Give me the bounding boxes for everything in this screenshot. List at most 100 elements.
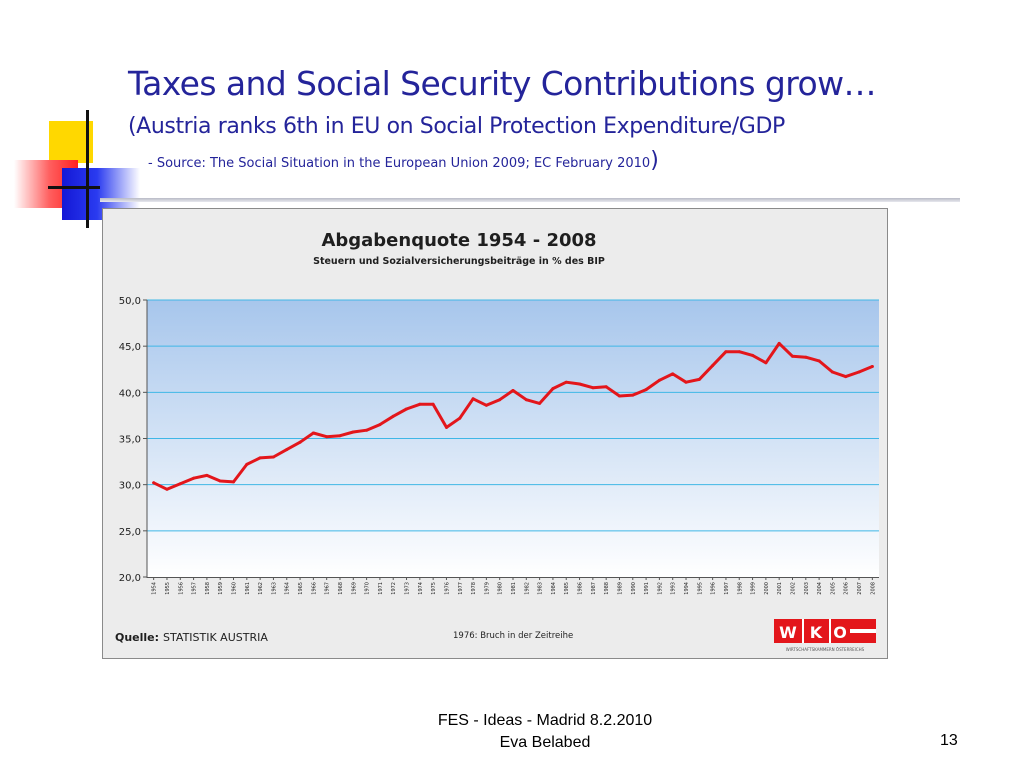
x-tick-label: 1966 [311, 582, 317, 595]
data-point [817, 359, 821, 363]
x-tick-label: 1994 [684, 582, 690, 595]
data-point [644, 388, 648, 392]
logo-letter: K [810, 623, 823, 642]
y-tick-label: 50,0 [119, 296, 141, 307]
decor-horizontal-line [48, 186, 100, 189]
source-label: Quelle: [115, 631, 159, 644]
x-tick-label: 2005 [830, 582, 836, 595]
data-points [152, 341, 874, 491]
data-point [391, 414, 395, 418]
x-tick-label: 2001 [777, 582, 783, 595]
data-point [684, 380, 688, 384]
decor-yellow-square [49, 121, 93, 163]
data-point [804, 355, 808, 359]
slide-subtitle: (Austria ranks 6th in EU on Social Prote… [128, 114, 785, 139]
logo-letter: O [833, 623, 847, 642]
chart-title: Abgabenquote 1954 - 2008 [321, 230, 596, 251]
data-point [511, 389, 515, 392]
x-tick-label: 1981 [511, 582, 517, 595]
data-point [551, 387, 555, 391]
x-tick-label: 1962 [258, 582, 264, 595]
x-tick-label: 2004 [817, 582, 823, 595]
data-point [618, 394, 621, 398]
x-tick-label: 1980 [498, 582, 504, 595]
x-tick-label: 1971 [378, 582, 384, 595]
data-point [338, 434, 342, 438]
data-point [351, 430, 355, 434]
x-tick-label: 1985 [564, 582, 570, 595]
x-tick-label: 1961 [245, 582, 251, 595]
x-tick-label: 1977 [458, 582, 464, 595]
x-tick-label: 1973 [405, 582, 411, 595]
slide-title: Taxes and Social Security Contributions … [128, 64, 876, 103]
chart-panel: 50,0 45,0 40,0 35,0 30,0 25,0 20,0 1954 1955 195… [102, 208, 888, 659]
data-point [285, 448, 289, 452]
x-tick-label: 1974 [418, 582, 424, 595]
x-tick-label: 1960 [232, 582, 238, 595]
x-tick-label: 1975 [431, 582, 437, 595]
data-point [711, 364, 715, 368]
grid-lines [147, 299, 879, 532]
logo-stripe [850, 629, 876, 633]
data-point [205, 473, 209, 477]
data-point [657, 378, 661, 382]
logo-tagline: WIRTSCHAFTSKAMMERN ÖSTERREICHS [786, 647, 865, 652]
x-tick-label: 1992 [657, 582, 663, 595]
x-tick-label: 1998 [737, 582, 743, 595]
data-point [777, 341, 781, 345]
data-point [405, 407, 408, 411]
x-tick-label: 1995 [697, 582, 703, 595]
data-point [751, 353, 755, 357]
x-tick-label: 1993 [671, 582, 677, 595]
x-tick-label: 1997 [724, 582, 730, 595]
x-tick-label: 2002 [790, 582, 796, 595]
x-tick-label: 2003 [804, 582, 810, 595]
x-tick-label: 1958 [205, 582, 211, 595]
x-tick-label: 1970 [365, 582, 371, 595]
data-point [431, 402, 435, 406]
x-tick-label: 2008 [870, 582, 876, 595]
x-tick-label: 2006 [844, 582, 850, 595]
data-point [245, 462, 249, 466]
data-point [870, 365, 874, 368]
x-tick-label: 1956 [178, 582, 184, 595]
footer-author: Eva Belabed [499, 734, 591, 751]
y-tick-label: 20,0 [119, 573, 141, 584]
x-tick-label: 1982 [524, 582, 530, 595]
chart-source: Quelle: STATISTIK AUSTRIA [115, 631, 268, 644]
source-text: - Source: The Social Situation in the Eu… [148, 156, 651, 171]
footer: FES - Ideas - Madrid 8.2.2010 Eva Belabe… [380, 710, 710, 754]
chart-svg: 50,045,040,035,030,025,020,0 1954 1955 195… [115, 230, 879, 652]
x-tick-label: 1964 [285, 582, 291, 595]
chart-note: 1976: Bruch in der Zeitreihe [453, 631, 573, 641]
x-tick-label: 1983 [538, 582, 544, 595]
logo-separator [802, 619, 804, 643]
x-tick-label: 1978 [471, 582, 477, 595]
data-point [604, 385, 608, 389]
data-point [498, 398, 502, 402]
data-point [471, 397, 475, 401]
data-point [724, 350, 728, 354]
data-point [524, 398, 528, 402]
data-point [631, 393, 635, 397]
logo-letter: W [779, 623, 797, 642]
data-point [258, 456, 262, 460]
x-tick-label: 1990 [631, 582, 637, 595]
data-point [152, 481, 156, 485]
source-value: STATISTIK AUSTRIA [163, 631, 268, 644]
data-point [484, 403, 488, 407]
x-tick-label: 1963 [271, 582, 277, 595]
data-point [857, 370, 861, 374]
slide-source: - Source: The Social Situation in the Eu… [148, 148, 659, 173]
data-point [737, 350, 741, 354]
source-close-paren: ) [650, 148, 659, 173]
data-point [365, 428, 369, 432]
data-point [325, 435, 329, 439]
data-point [178, 482, 182, 486]
x-tick-label: 1991 [644, 582, 650, 595]
y-tick-label: 40,0 [119, 388, 141, 399]
x-tick-label: 1988 [604, 582, 610, 595]
x-tick-label: 2000 [764, 582, 770, 595]
chart-subtitle: Steuern und Sozialversicherungsbeiträge … [313, 256, 605, 267]
x-tick-label: 1996 [711, 582, 717, 595]
